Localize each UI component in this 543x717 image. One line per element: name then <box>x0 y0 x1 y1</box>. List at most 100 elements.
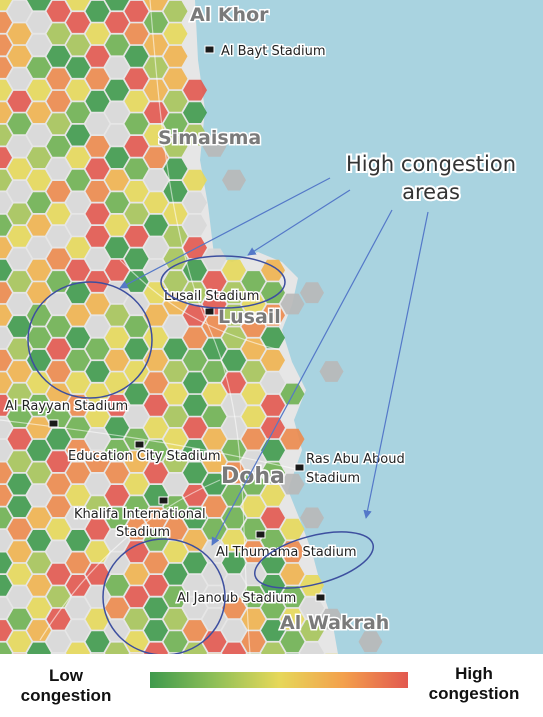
congestion-hex <box>66 124 90 146</box>
congestion-hex <box>261 530 285 551</box>
congestion-hex <box>144 575 168 596</box>
congestion-hex <box>7 293 32 315</box>
congestion-hex <box>124 586 149 608</box>
congestion-hex <box>144 597 168 619</box>
congestion-hex <box>46 181 71 202</box>
congestion-hex <box>27 102 51 123</box>
stadium-label-al-bayt: Al Bayt Stadium <box>221 44 326 59</box>
congestion-hex <box>163 473 188 495</box>
congestion-hex <box>46 496 71 517</box>
high-congestion-circle-al-janoub <box>102 538 226 654</box>
high-congestion-circle-lusail <box>160 255 286 309</box>
congestion-hex <box>202 361 227 382</box>
congestion-hex <box>27 147 51 168</box>
congestion-hex <box>7 226 32 247</box>
arrow-to-lusail <box>247 189 351 256</box>
congestion-hex <box>144 304 168 326</box>
congestion-hex <box>85 361 110 382</box>
congestion-hex <box>66 259 90 281</box>
congestion-hex <box>0 575 12 596</box>
congestion-hex <box>85 203 110 225</box>
congestion-hex <box>163 181 188 202</box>
congestion-hex <box>0 0 12 11</box>
congestion-hex <box>105 417 129 439</box>
congestion-hex <box>27 57 51 78</box>
congestion-hex <box>144 79 168 101</box>
congestion-hex <box>27 282 51 304</box>
congestion-hex <box>222 327 246 349</box>
congestion-hex <box>27 462 51 484</box>
annotation-arrows <box>119 177 429 546</box>
congestion-hex <box>163 496 188 517</box>
congestion-hex <box>85 136 110 157</box>
congestion-hex <box>27 507 51 529</box>
congestion-hex <box>163 586 188 608</box>
congestion-hex <box>85 271 110 292</box>
congestion-hex <box>144 259 168 281</box>
stadium-marker-al-rayyan <box>48 419 59 428</box>
congestion-hex <box>46 518 71 540</box>
congestion-hex <box>85 383 110 405</box>
congestion-hex <box>27 642 51 654</box>
congestion-hex <box>202 338 227 360</box>
congestion-hex <box>85 608 110 630</box>
congestion-hex <box>27 214 51 236</box>
stadium-marker-ras-abu-aboud <box>294 463 305 472</box>
congestion-hex <box>66 530 90 551</box>
congestion-hex <box>46 383 71 405</box>
congestion-hex <box>144 34 168 56</box>
congestion-hex <box>105 124 129 146</box>
congestion-hex <box>66 79 90 101</box>
congestion-hex <box>66 372 90 394</box>
congestion-hex <box>0 620 12 641</box>
congestion-hex <box>202 271 227 292</box>
congestion-hex <box>183 102 207 123</box>
congestion-hex <box>183 372 207 394</box>
congestion-hex <box>85 451 110 472</box>
stadium-label-al-thumama: Al Thumama Stadium <box>216 545 357 560</box>
congestion-hex <box>183 462 207 484</box>
annotation-line-2: areas <box>402 180 460 204</box>
congestion-hex <box>46 23 71 45</box>
congestion-circles <box>27 255 374 654</box>
congestion-hex <box>85 158 110 180</box>
congestion-hex <box>66 552 90 574</box>
congestion-hex <box>358 631 383 653</box>
congestion-hex <box>85 293 110 315</box>
congestion-hex <box>280 608 305 630</box>
congestion-hex <box>66 192 90 213</box>
congestion-hex <box>0 485 12 506</box>
congestion-hex <box>202 451 227 472</box>
congestion-hex <box>0 552 12 574</box>
congestion-hex <box>124 496 149 517</box>
congestion-hex <box>7 68 32 90</box>
congestion-hex <box>163 23 188 45</box>
congestion-hex <box>163 631 188 653</box>
congestion-hex <box>46 338 71 360</box>
congestion-hex <box>222 394 246 416</box>
congestion-hex <box>163 136 188 157</box>
congestion-hex <box>66 12 90 33</box>
congestion-hex <box>124 631 149 653</box>
congestion-hex <box>163 608 188 630</box>
congestion-hex <box>144 620 168 641</box>
congestion-hex <box>241 316 266 337</box>
congestion-hex <box>300 507 324 529</box>
congestion-hex <box>163 158 188 180</box>
congestion-hex <box>124 406 149 427</box>
congestion-hex <box>0 57 12 78</box>
place-label-simaisma: Simaisma <box>158 127 261 149</box>
congestion-hex <box>144 439 168 461</box>
congestion-hex <box>105 169 129 191</box>
place-label-al-khor: Al Khor <box>190 4 269 26</box>
congestion-hex <box>144 394 168 416</box>
congestion-hex <box>85 113 110 135</box>
congestion-hex <box>124 113 149 135</box>
congestion-hex <box>183 304 207 326</box>
congestion-hex <box>144 12 168 33</box>
congestion-hex <box>280 473 305 495</box>
congestion-hex <box>261 642 285 654</box>
congestion-hex <box>124 0 149 22</box>
congestion-hex <box>202 608 227 630</box>
congestion-hex <box>163 90 188 112</box>
